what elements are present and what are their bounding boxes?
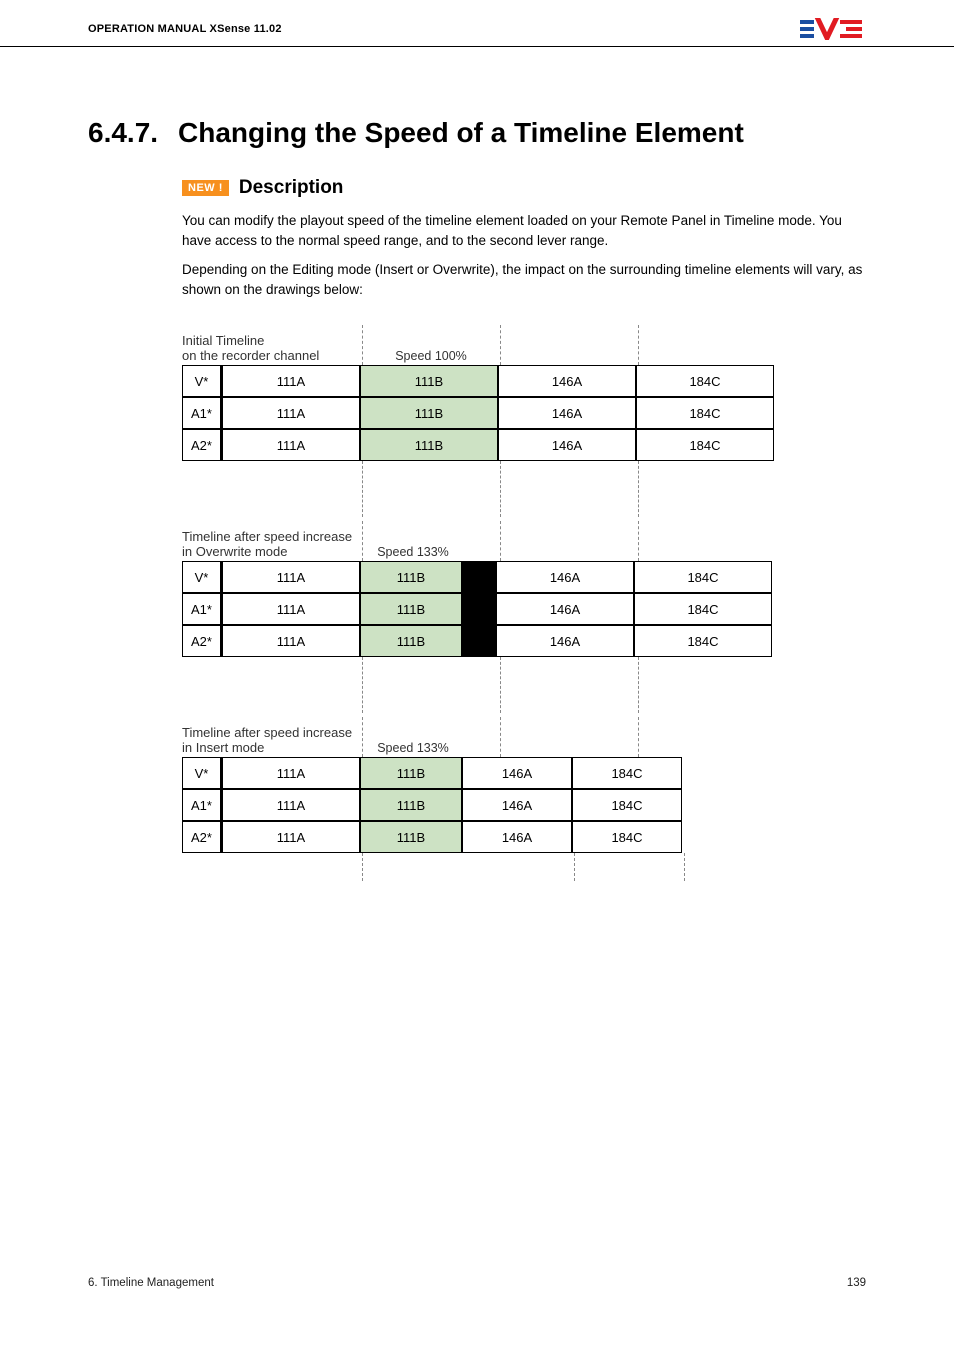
timeline-cell: 146A — [496, 625, 634, 657]
timeline-gap — [462, 593, 496, 625]
paragraph: You can modify the playout speed of the … — [182, 211, 866, 250]
diagram-caption: Initial Timelineon the recorder channel — [182, 333, 319, 363]
timeline-table: V*111A111B146A184CA1*111A111B146A184CA2*… — [182, 365, 774, 461]
table-row: V*111A111B 146A184C — [182, 561, 772, 593]
section-title: Changing the Speed of a Timeline Element — [178, 117, 744, 148]
row-label: A1* — [182, 789, 222, 821]
timeline-cell: 146A — [462, 757, 572, 789]
timeline-cell: 111B — [360, 625, 462, 657]
timeline-cell: 111A — [222, 625, 360, 657]
timeline-cell: 184C — [636, 429, 774, 461]
timeline-cell: 146A — [498, 365, 636, 397]
timeline-gap — [462, 625, 496, 657]
footer-right: 139 — [847, 1277, 866, 1289]
speed-label: Speed 100% — [362, 349, 500, 363]
table-row: A2*111A111B146A184C — [182, 821, 682, 853]
row-label: V* — [182, 561, 222, 593]
table-row: A2*111A111B146A184C — [182, 429, 774, 461]
timeline-cell: 184C — [572, 757, 682, 789]
running-head: OPERATION MANUAL XSense 11.02 — [88, 23, 282, 35]
timeline-cell: 146A — [498, 397, 636, 429]
table-row: A2*111A111B 146A184C — [182, 625, 772, 657]
row-label: A1* — [182, 593, 222, 625]
timeline-cell: 111B — [360, 397, 498, 429]
timeline-cell: 111B — [360, 561, 462, 593]
timeline-cell: 111B — [360, 429, 498, 461]
timeline-cell: 184C — [572, 789, 682, 821]
row-label: A1* — [182, 397, 222, 429]
speed-label: Speed 133% — [362, 545, 464, 559]
timeline-cell: 111B — [360, 757, 462, 789]
timeline-cell: 111B — [360, 593, 462, 625]
table-row: A1*111A111B 146A184C — [182, 593, 772, 625]
timeline-cell: 146A — [498, 429, 636, 461]
section-heading: 6.4.7.Changing the Speed of a Timeline E… — [88, 117, 866, 149]
timeline-cell: 111A — [222, 561, 360, 593]
subsection-heading: Description — [239, 177, 344, 199]
timeline-cell: 146A — [462, 789, 572, 821]
timeline-cell: 184C — [634, 625, 772, 657]
row-label: V* — [182, 365, 222, 397]
timeline-cell: 146A — [496, 561, 634, 593]
timeline-diagram: Initial Timelineon the recorder channel S… — [182, 325, 866, 881]
speed-label: Speed 133% — [362, 741, 464, 755]
timeline-cell: 184C — [636, 397, 774, 429]
timeline-cell: 111B — [360, 789, 462, 821]
row-label: A2* — [182, 429, 222, 461]
timeline-cell: 184C — [636, 365, 774, 397]
timeline-cell: 111A — [222, 593, 360, 625]
timeline-cell: 146A — [496, 593, 634, 625]
row-label: V* — [182, 757, 222, 789]
evs-logo — [800, 18, 866, 40]
diagram-caption: Timeline after speed increasein Overwrit… — [182, 529, 352, 559]
timeline-gap — [462, 561, 496, 593]
new-badge: NEW ! — [182, 180, 229, 196]
timeline-cell: 111B — [360, 821, 462, 853]
timeline-cell: 184C — [572, 821, 682, 853]
timeline-cell: 111B — [360, 365, 498, 397]
table-row: V*111A111B146A184C — [182, 365, 774, 397]
timeline-cell: 111A — [222, 757, 360, 789]
diagram-caption: Timeline after speed increasein Insert m… — [182, 725, 352, 755]
timeline-cell: 111A — [222, 821, 360, 853]
timeline-cell: 111A — [222, 365, 360, 397]
table-row: A1*111A111B146A184C — [182, 397, 774, 429]
section-number: 6.4.7. — [88, 117, 178, 149]
row-label: A2* — [182, 821, 222, 853]
timeline-table: V*111A111B146A184CA1*111A111B146A184CA2*… — [182, 561, 772, 657]
table-row: A1*111A111B146A184C — [182, 789, 682, 821]
timeline-cell: 111A — [222, 429, 360, 461]
timeline-cell: 111A — [222, 397, 360, 429]
paragraph: Depending on the Editing mode (Insert or… — [182, 260, 866, 299]
timeline-cell: 184C — [634, 593, 772, 625]
timeline-cell: 184C — [634, 561, 772, 593]
timeline-table: V*111A111B146A184CA1*111A111B146A184CA2*… — [182, 757, 682, 853]
footer-left: 6. Timeline Management — [88, 1277, 214, 1289]
timeline-cell: 146A — [462, 821, 572, 853]
timeline-cell: 111A — [222, 789, 360, 821]
table-row: V*111A111B146A184C — [182, 757, 682, 789]
row-label: A2* — [182, 625, 222, 657]
